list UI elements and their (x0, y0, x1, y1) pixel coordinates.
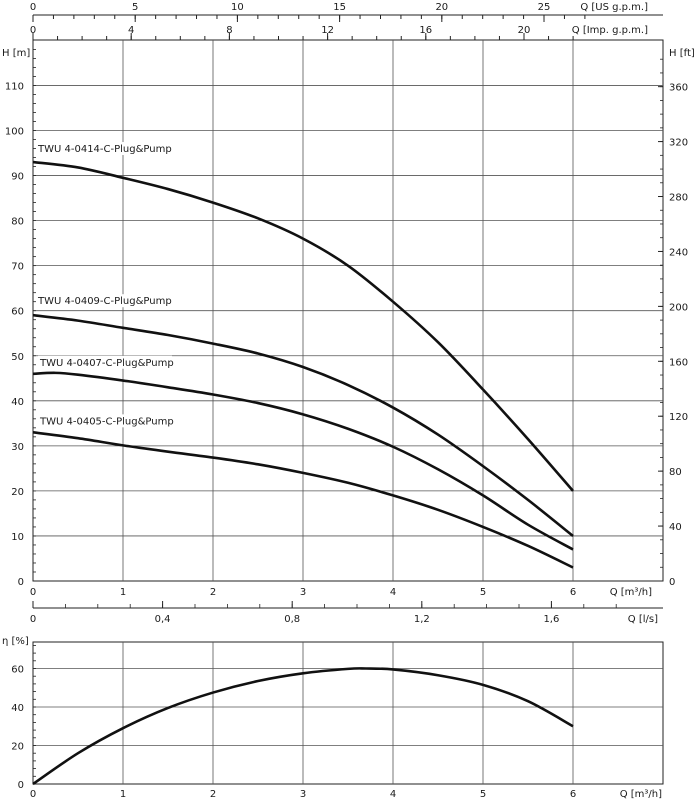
imp-gpm-tick-label: 20 (518, 25, 531, 36)
ls-tick-label: 1,2 (414, 614, 430, 625)
curve-label-background (36, 294, 170, 308)
efficiency-y-axis-label: η [%] (2, 636, 29, 647)
head-y-axis-label: H [m] (2, 48, 30, 59)
ft-axis-label: H [ft] (669, 48, 694, 59)
ft-tick-label: 0 (669, 577, 675, 588)
head-y-tick-label: 100 (5, 127, 24, 138)
ls-tick-label: 0,8 (284, 614, 300, 625)
us-gpm-tick-label: 10 (231, 2, 244, 13)
us-gpm-tick-label: 15 (333, 2, 346, 13)
head-y-tick-label: 30 (11, 442, 24, 453)
curve-label-background (36, 142, 170, 156)
efficiency-y-tick-label: 20 (11, 742, 24, 753)
efficiency-plot-frame (32, 641, 664, 785)
head-curve-1 (32, 313, 574, 537)
ft-tick-label: 40 (669, 522, 682, 533)
curve-label: TWU 4-0407-C-Plug&Pump (39, 358, 174, 369)
efficiency-x-tick-label: 3 (300, 789, 306, 800)
efficiency-x-tick-label: 6 (570, 789, 576, 800)
head-y-tick-label: 90 (11, 172, 24, 183)
head-curve-2 (32, 371, 574, 551)
ft-tick-label: 160 (669, 357, 688, 368)
curve-label: TWU 4-0405-C-Plug&Pump (39, 416, 174, 427)
ft-tick-label: 360 (669, 83, 688, 94)
head-y-tick-label: 110 (5, 81, 24, 92)
efficiency-x-tick-label: 0 (30, 789, 36, 800)
ft-tick-label: 120 (669, 412, 688, 423)
head-y-tick-label: 40 (11, 397, 24, 408)
head-curve-0 (32, 160, 574, 492)
imp-gpm-tick-label: 4 (128, 25, 134, 36)
imp-gpm-tick-label: 16 (419, 25, 432, 36)
ft-tick-label: 280 (669, 193, 688, 204)
head-y-tick-label: 70 (11, 262, 24, 273)
head-y-tick-label: 20 (11, 487, 24, 498)
imp-gpm-tick-label: 0 (30, 25, 36, 36)
ls-axis-label: Q [l/s] (628, 614, 658, 625)
head-x-tick-label: 0 (30, 587, 36, 598)
head-x-tick-label: 6 (570, 587, 576, 598)
head-x-axis-label: Q [m³/h] (610, 587, 652, 598)
curve-label-background (38, 355, 172, 369)
head-x-tick-label: 5 (480, 587, 486, 598)
imp-gpm-tick-label: 12 (321, 25, 334, 36)
head-y-tick-label: 10 (11, 532, 24, 543)
head-y-tick-label: 80 (11, 217, 24, 228)
us-gpm-axis-label: Q [US g.p.m.] (580, 2, 648, 13)
ls-tick-label: 0,4 (155, 614, 171, 625)
efficiency-curve (32, 667, 574, 786)
head-x-tick-label: 4 (390, 587, 396, 598)
ls-tick-label: 0 (30, 614, 36, 625)
curve-label: TWU 4-0409-C-Plug&Pump (37, 296, 172, 307)
head-y-tick-label: 0 (18, 577, 24, 588)
curve-label-background (38, 414, 172, 428)
imp-gpm-tick-label: 8 (226, 25, 232, 36)
ft-tick-label: 80 (669, 467, 682, 478)
efficiency-y-tick-label: 0 (18, 780, 24, 791)
efficiency-y-tick-label: 60 (11, 665, 24, 676)
ft-tick-label: 200 (669, 302, 688, 313)
head-x-tick-label: 2 (210, 587, 216, 598)
efficiency-x-tick-label: 4 (390, 789, 396, 800)
efficiency-x-axis-label: Q [m³/h] (620, 789, 662, 800)
efficiency-x-tick-label: 5 (480, 789, 486, 800)
ft-tick-label: 320 (669, 138, 688, 149)
ft-tick-label: 240 (669, 247, 688, 258)
efficiency-x-tick-label: 1 (120, 789, 126, 800)
us-gpm-tick-label: 0 (30, 2, 36, 13)
imp-gpm-axis-label: Q [Imp. g.p.m.] (572, 25, 648, 36)
head-x-tick-label: 3 (300, 587, 306, 598)
efficiency-y-tick-label: 40 (11, 703, 24, 714)
efficiency-x-tick-label: 2 (210, 789, 216, 800)
head-curve-3 (32, 431, 574, 569)
head-x-tick-label: 1 (120, 587, 126, 598)
ls-tick-label: 1,6 (543, 614, 559, 625)
head-y-tick-label: 50 (11, 352, 24, 363)
us-gpm-tick-label: 5 (132, 2, 138, 13)
us-gpm-tick-label: 20 (435, 2, 448, 13)
curve-label: TWU 4-0414-C-Plug&Pump (37, 144, 172, 155)
us-gpm-tick-label: 25 (538, 2, 551, 13)
head-y-tick-label: 60 (11, 307, 24, 318)
